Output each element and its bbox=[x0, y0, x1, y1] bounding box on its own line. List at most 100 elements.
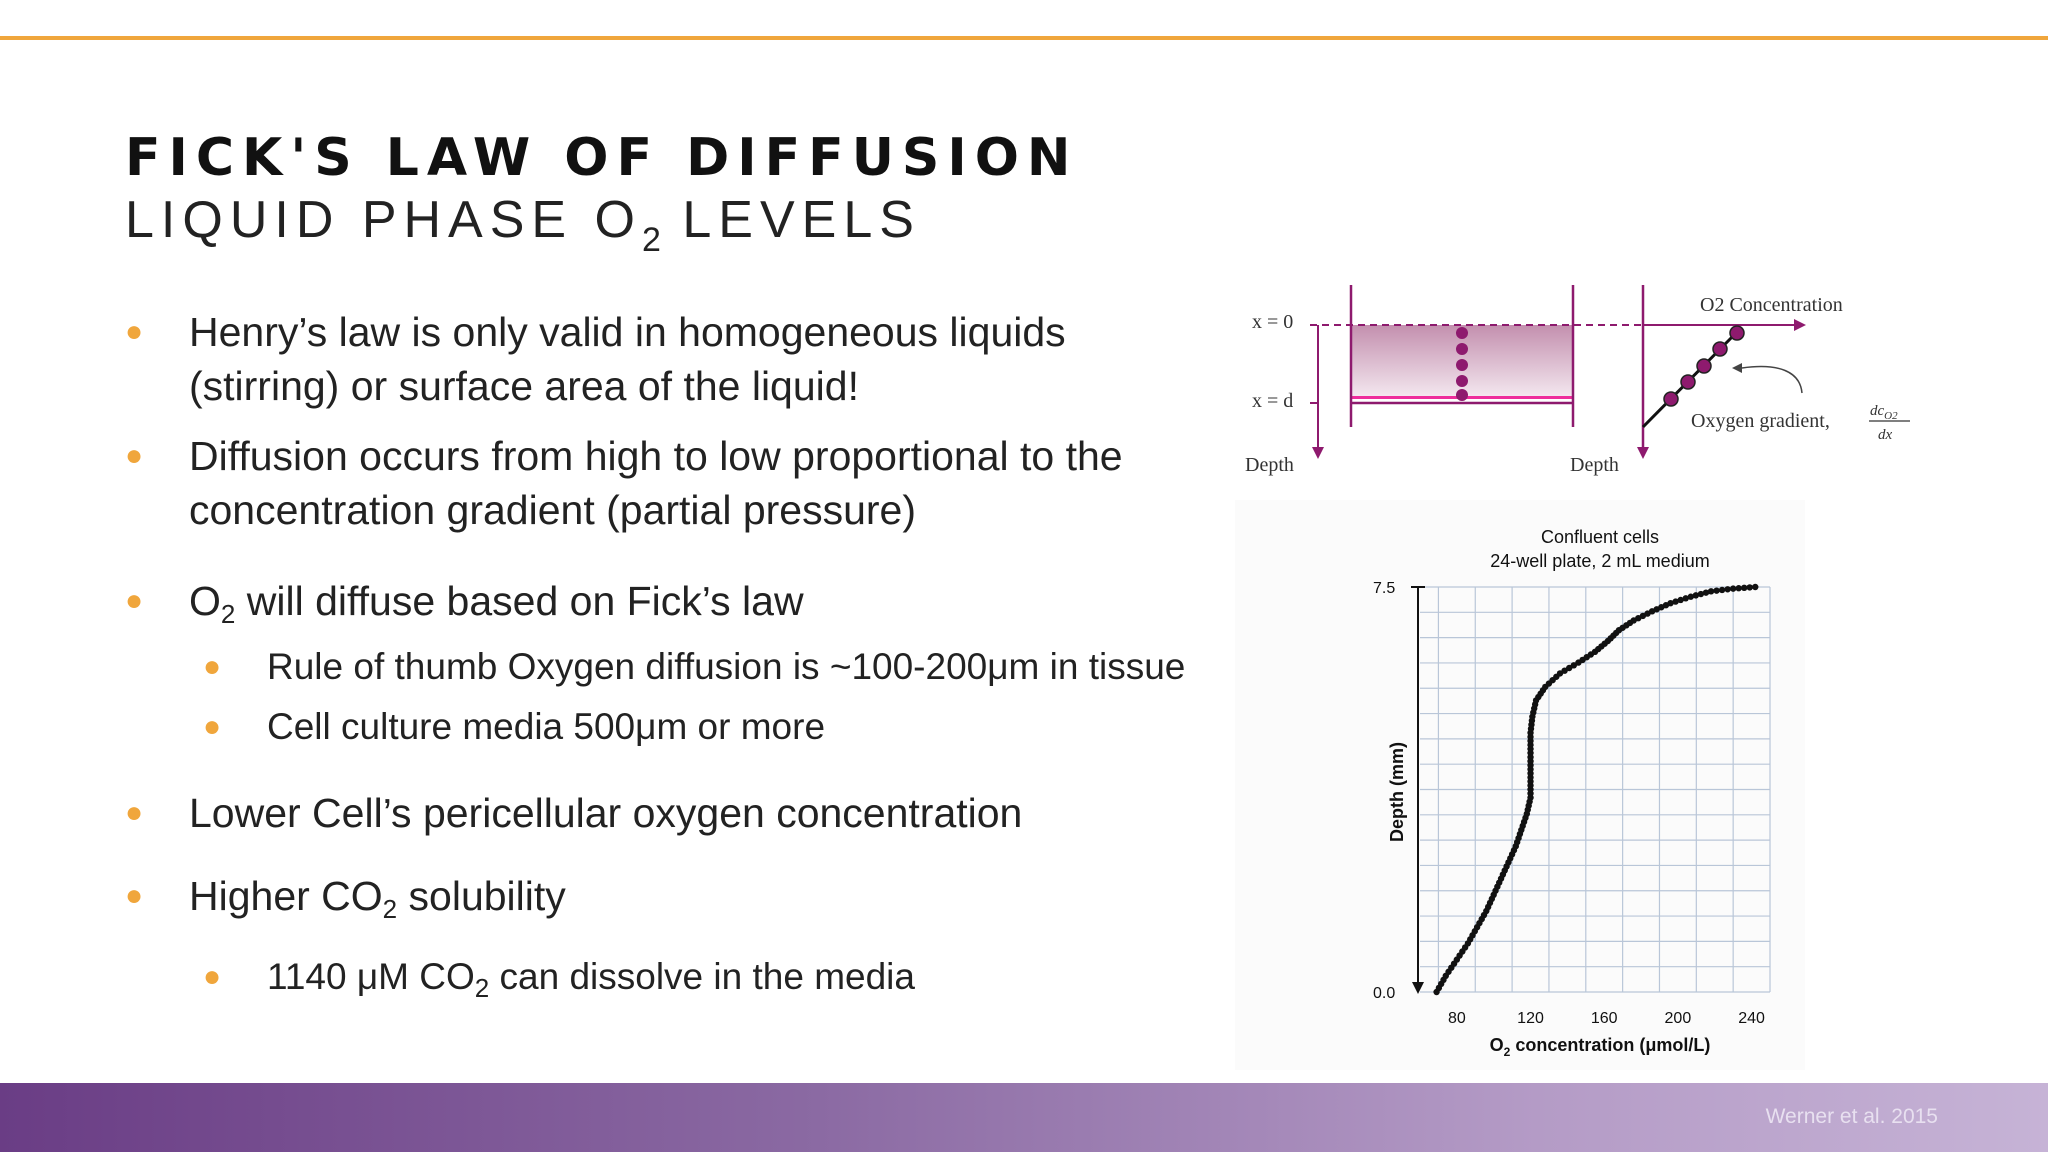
data-point bbox=[1724, 586, 1731, 593]
bullet-text: Rule of thumb Oxygen diffusion is ~100-2… bbox=[267, 646, 1186, 687]
oxygen-gradient-label: Oxygen gradient, bbox=[1691, 410, 1830, 432]
bullet-dot-icon: ● bbox=[125, 584, 144, 617]
data-point bbox=[1735, 585, 1742, 592]
data-point bbox=[1718, 586, 1726, 594]
bullet-dot-icon: ● bbox=[203, 960, 222, 993]
footer-band bbox=[0, 1083, 2048, 1152]
data-point bbox=[1741, 584, 1748, 592]
y-tick-label: 7.5 bbox=[1373, 580, 1395, 597]
xlabel-post: concentration (μmol/L) bbox=[1510, 1035, 1710, 1055]
xlabel-pre: O bbox=[1490, 1035, 1504, 1055]
subtitle-subscript: 2 bbox=[642, 221, 661, 259]
bullet-dot-icon: ● bbox=[125, 315, 144, 348]
down-arrow-icon bbox=[1312, 447, 1324, 459]
molecule-dot bbox=[1456, 327, 1468, 339]
molecule-dot bbox=[1456, 359, 1468, 371]
depth-o2-chart: 0.0 7.5 80 120 160 200 240 Confluent cells 24-… bbox=[1235, 500, 1805, 1070]
bullet-diffusion: ● Diffusion occurs from high to low prop… bbox=[125, 429, 1185, 537]
bullet-o2-fick: ● O2 will diffuse based on Fick’s law bbox=[125, 574, 1185, 641]
data-point bbox=[1707, 588, 1715, 595]
chart-title: Confluent cells bbox=[1541, 527, 1659, 547]
gradient-dot bbox=[1696, 358, 1712, 374]
gradient-dot bbox=[1712, 341, 1728, 357]
chart-grid bbox=[1420, 586, 1771, 993]
slide-subtitle: LIQUID PHASE O2 LEVELS bbox=[125, 190, 921, 260]
right-arrow-icon bbox=[1794, 319, 1806, 331]
x-tick-label: 200 bbox=[1665, 1010, 1692, 1027]
bullet-dot-icon: ● bbox=[125, 879, 144, 912]
data-point bbox=[1570, 662, 1578, 669]
citation: Werner et al. 2015 bbox=[1765, 1105, 1938, 1128]
xd-label: x = d bbox=[1252, 390, 1293, 412]
bullet-co2-solubility: ● Higher CO2 solubility bbox=[125, 869, 1185, 936]
bullet-pericellular: ● Lower Cell’s pericellular oxygen conce… bbox=[125, 786, 1185, 840]
data-point bbox=[1692, 592, 1700, 599]
data-point bbox=[1702, 589, 1710, 596]
x0-label: x = 0 bbox=[1252, 311, 1293, 333]
data-point bbox=[1677, 596, 1684, 604]
bullet-dot-icon: ● bbox=[125, 439, 144, 472]
fraction-numerator: dcO2 bbox=[1870, 403, 1898, 422]
data-point bbox=[1566, 664, 1573, 672]
bullet-text: Lower Cell’s pericellular oxygen concent… bbox=[189, 790, 1023, 836]
data-point bbox=[1687, 593, 1694, 600]
chart-svg: 0.0 7.5 80 120 160 200 240 Confluent cells 24-… bbox=[1373, 527, 1771, 1059]
data-point bbox=[1561, 667, 1568, 674]
x-tick-label: 80 bbox=[1448, 1010, 1466, 1027]
curved-arrow-icon bbox=[1741, 365, 1803, 394]
xlabel-sub: 2 bbox=[1504, 1045, 1511, 1059]
diffusion-diagram: x = 0 x = d Depth Depth O2 Concentration… bbox=[1230, 275, 1930, 490]
data-point bbox=[1752, 583, 1759, 591]
fraction-numerator-sub: O2 bbox=[1884, 410, 1898, 422]
gradient-dot bbox=[1680, 374, 1696, 390]
subtitle-post: LEVELS bbox=[660, 191, 921, 249]
depth-right-label: Depth bbox=[1570, 454, 1619, 476]
data-point bbox=[1713, 587, 1720, 594]
chart-points bbox=[1433, 583, 1759, 996]
x-tick-label: 240 bbox=[1738, 1010, 1765, 1027]
x-tick-label: 160 bbox=[1591, 1010, 1618, 1027]
bullet-text: O2 will diffuse based on Fick’s law bbox=[189, 578, 804, 629]
data-point bbox=[1672, 598, 1679, 605]
depth-left-label: Depth bbox=[1245, 454, 1294, 476]
curved-arrow-head-icon bbox=[1732, 363, 1742, 373]
bullet-dot-icon: ● bbox=[203, 710, 222, 743]
molecule-dot bbox=[1456, 375, 1468, 387]
subbullet-co2-dissolve: ● 1140 μM CO2 can dissolve in the media bbox=[203, 950, 1203, 1015]
bullet-text: Cell culture media 500μm or more bbox=[267, 706, 826, 747]
molecule-dot bbox=[1456, 389, 1468, 401]
diffusion-diagram-svg: x = 0 x = d Depth Depth O2 Concentration… bbox=[1245, 285, 1910, 476]
data-point bbox=[1667, 600, 1674, 607]
down-arrow-icon bbox=[1637, 447, 1649, 459]
bullet-dot-icon: ● bbox=[203, 650, 222, 683]
gradient-dot bbox=[1729, 325, 1745, 341]
fraction-numerator-main: dc bbox=[1870, 403, 1885, 419]
bullet-text: Henry’s law is only valid in homogeneous… bbox=[189, 309, 1066, 409]
subbullet-media-diffusion: ● Cell culture media 500μm or more bbox=[203, 700, 1203, 754]
bullet-dot-icon: ● bbox=[125, 796, 144, 829]
bullet-text: Diffusion occurs from high to low propor… bbox=[189, 433, 1123, 533]
bullet-henrys-law: ● Henry’s law is only valid in homogeneo… bbox=[125, 305, 1185, 413]
subbullet-tissue-diffusion: ● Rule of thumb Oxygen diffusion is ~100… bbox=[203, 640, 1203, 694]
bullet-text: 1140 μM CO2 can dissolve in the media bbox=[267, 956, 915, 1003]
o2-concentration-label: O2 Concentration bbox=[1700, 294, 1843, 316]
data-point bbox=[1746, 584, 1753, 591]
fraction-denominator: dx bbox=[1878, 427, 1893, 443]
chart-ylabel: Depth (mm) bbox=[1387, 742, 1407, 842]
y-tick-label: 0.0 bbox=[1373, 985, 1395, 1002]
chart-subtitle: 24-well plate, 2 mL medium bbox=[1490, 551, 1709, 571]
data-point bbox=[1556, 670, 1564, 677]
top-accent-rule bbox=[0, 36, 2048, 40]
chart-axes: 0.0 7.5 80 120 160 200 240 bbox=[1373, 580, 1765, 1027]
x-tick-label: 120 bbox=[1517, 1010, 1544, 1027]
subtitle-pre: LIQUID PHASE O bbox=[125, 191, 642, 249]
data-point bbox=[1697, 590, 1705, 598]
slide-title: FICK'S LAW OF DIFFUSION bbox=[125, 128, 1079, 188]
chart-xlabel: O2 concentration (μmol/L) bbox=[1490, 1035, 1711, 1059]
gradient-dot bbox=[1663, 391, 1679, 407]
data-point bbox=[1682, 595, 1689, 602]
data-point bbox=[1729, 585, 1737, 592]
molecule-dot bbox=[1456, 343, 1468, 355]
bullet-text: Higher CO2 solubility bbox=[189, 873, 566, 924]
y-axis-arrow-icon bbox=[1412, 982, 1424, 994]
